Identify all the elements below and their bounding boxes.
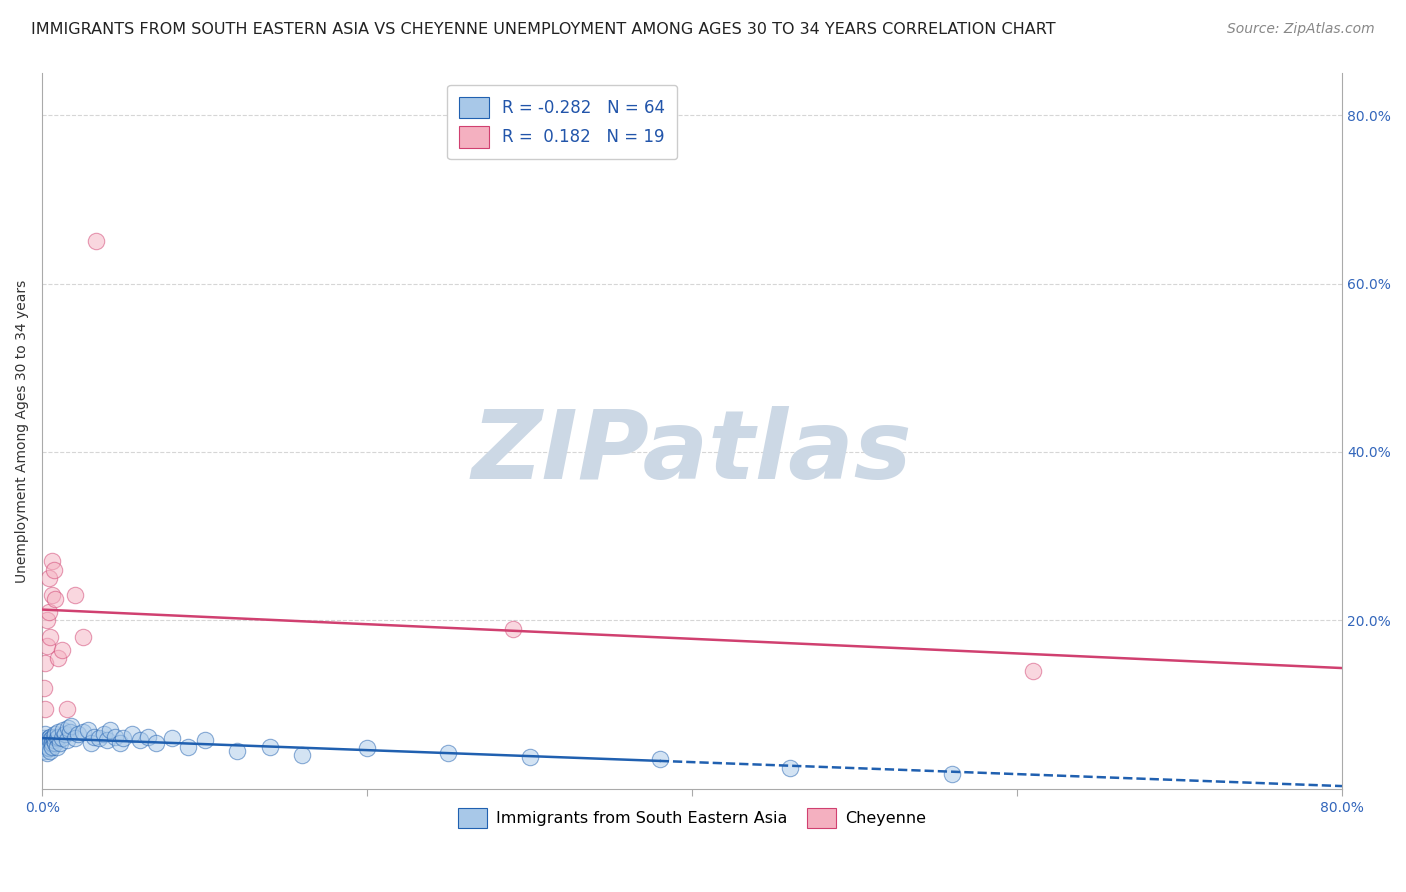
Point [39, 630, 62, 644]
Point [32, 741, 55, 756]
Point [48, 651, 70, 665]
Point [160, 731, 183, 746]
Point [35, 735, 58, 749]
Point [44, 727, 66, 741]
Point [87, 731, 110, 746]
Point [72, 724, 94, 739]
Point [35, 739, 58, 754]
Point [112, 731, 135, 746]
Point [84, 235, 107, 249]
Point [93, 727, 115, 741]
Point [49, 735, 72, 749]
Point [51, 643, 73, 657]
Point [35, 639, 58, 653]
Point [96, 733, 118, 747]
Point [194, 733, 217, 747]
Point [779, 761, 801, 775]
Point [941, 766, 963, 780]
Point [45, 739, 67, 754]
Point [58, 721, 80, 735]
Point [76, 723, 98, 737]
Point [66, 727, 89, 741]
Point [136, 730, 159, 744]
Point [1022, 664, 1045, 678]
Point [41, 739, 63, 754]
Point [259, 739, 281, 754]
Text: ZIPatlas: ZIPatlas [472, 406, 912, 499]
Point [44, 592, 66, 607]
Point [52, 723, 75, 737]
Point [51, 731, 73, 746]
Point [63, 588, 86, 602]
Point [41, 554, 63, 568]
Point [53, 727, 76, 741]
Point [34, 738, 56, 752]
Point [80, 735, 103, 749]
Point [48, 730, 70, 744]
Point [39, 744, 62, 758]
Point [145, 735, 167, 749]
Point [226, 744, 249, 758]
Point [437, 747, 460, 761]
Point [41, 731, 63, 746]
Point [38, 731, 60, 746]
Point [42, 733, 65, 747]
Point [72, 630, 94, 644]
Point [39, 730, 62, 744]
Point [41, 735, 63, 749]
Point [121, 727, 143, 741]
Point [60, 719, 83, 733]
Point [38, 735, 60, 749]
Point [291, 748, 314, 763]
Point [42, 563, 65, 577]
Point [63, 731, 86, 746]
Text: Source: ZipAtlas.com: Source: ZipAtlas.com [1227, 22, 1375, 37]
Point [59, 724, 82, 739]
Y-axis label: Unemployment Among Ages 30 to 34 years: Unemployment Among Ages 30 to 34 years [15, 279, 30, 582]
Point [39, 733, 62, 747]
Point [34, 733, 56, 747]
Point [104, 730, 127, 744]
Point [38, 605, 60, 619]
Point [128, 733, 150, 747]
Point [502, 622, 524, 636]
Text: IMMIGRANTS FROM SOUTH EASTERN ASIA VS CHEYENNE UNEMPLOYMENT AMONG AGES 30 TO 34 : IMMIGRANTS FROM SOUTH EASTERN ASIA VS CH… [31, 22, 1056, 37]
Point [55, 702, 77, 716]
Point [34, 702, 56, 716]
Legend: Immigrants from South Eastern Asia, Cheyenne: Immigrants from South Eastern Asia, Chey… [451, 801, 932, 835]
Point [83, 730, 105, 744]
Point [177, 739, 200, 754]
Point [35, 747, 58, 761]
Point [38, 571, 60, 585]
Point [519, 750, 541, 764]
Point [41, 588, 63, 602]
Point [32, 735, 55, 749]
Point [44, 735, 66, 749]
Point [38, 741, 60, 756]
Point [356, 741, 378, 756]
Point [100, 723, 122, 737]
Point [32, 681, 55, 695]
Point [32, 731, 55, 746]
Point [42, 730, 65, 744]
Point [48, 724, 70, 739]
Point [55, 733, 77, 747]
Point [35, 614, 58, 628]
Point [34, 656, 56, 670]
Point [108, 735, 131, 749]
Point [648, 752, 671, 766]
Point [34, 744, 56, 758]
Point [34, 727, 56, 741]
Point [45, 731, 67, 746]
